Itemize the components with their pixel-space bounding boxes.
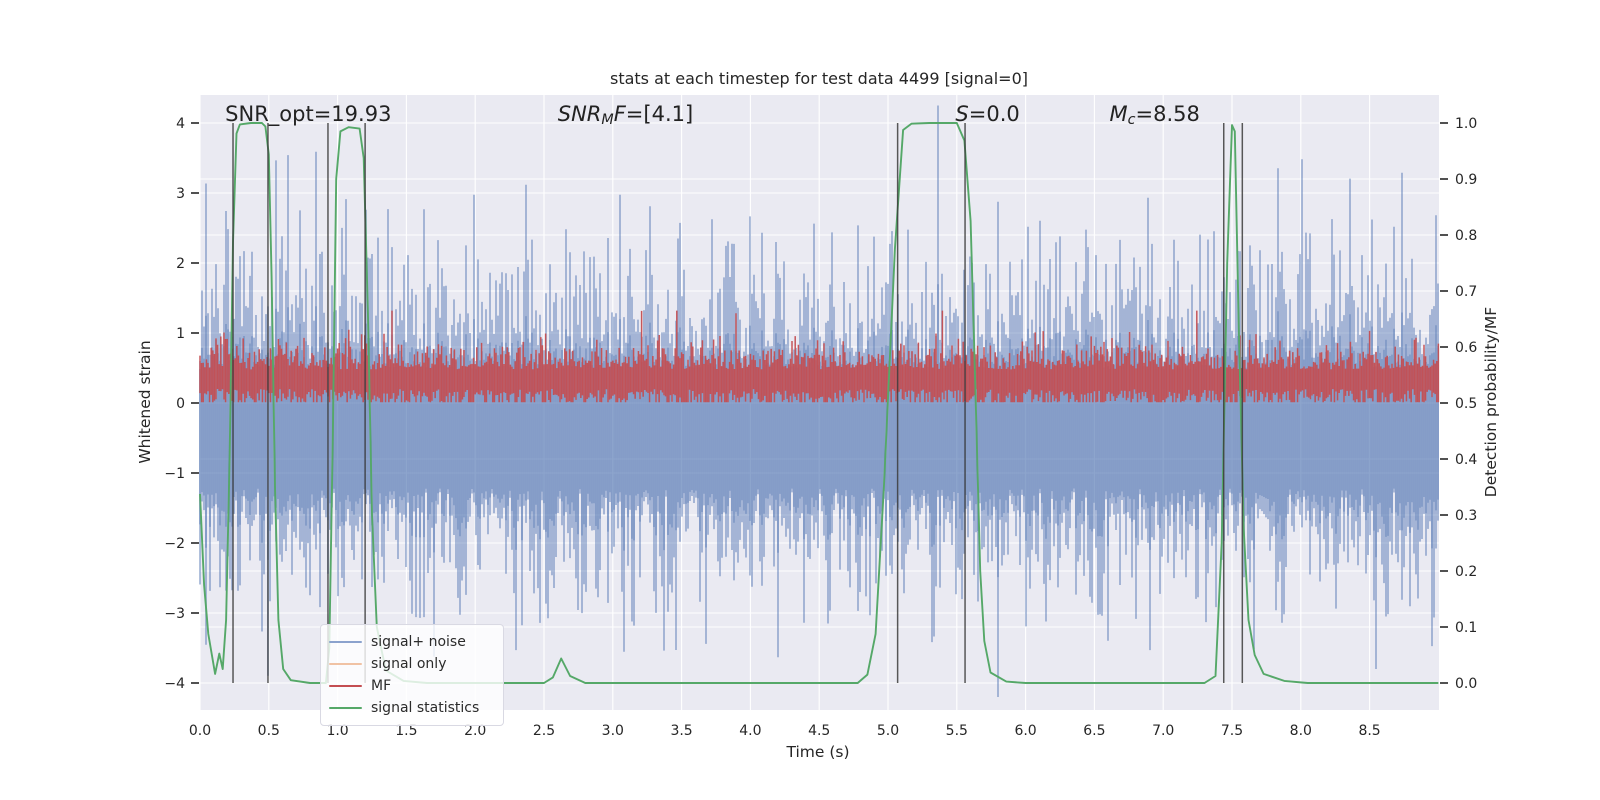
annotation-text: SNR_opt=19.93 xyxy=(225,102,392,126)
y-left-tick-label: −2 xyxy=(164,536,185,552)
x-axis-label: Time (s) xyxy=(785,743,849,761)
y-axis-label-right: Detection probability/MF xyxy=(1482,307,1500,498)
legend-line-swatch xyxy=(329,640,362,644)
y-right-tick-label: 0.7 xyxy=(1455,284,1477,300)
annotation-chirp-mass: Mc=8.58 xyxy=(1109,102,1200,129)
x-tick-label: 2.0 xyxy=(464,723,486,739)
legend-item-1: signal only xyxy=(329,653,493,675)
x-tick-label: 1.0 xyxy=(326,723,348,739)
y-right-tick-label: 0.4 xyxy=(1455,452,1477,468)
x-tick-label: 0.5 xyxy=(258,723,280,739)
y-right-tick-label: 0.6 xyxy=(1455,340,1477,356)
x-tick-label: 3.5 xyxy=(670,723,692,739)
x-tick-label: 4.5 xyxy=(808,723,830,739)
y-right-tick-label: 0.2 xyxy=(1455,564,1477,580)
y-right-tick-label: 0.0 xyxy=(1455,676,1477,692)
data-series xyxy=(199,105,1440,697)
x-tick-label: 7.5 xyxy=(1221,723,1243,739)
y-right-tick-label: 0.1 xyxy=(1455,620,1477,636)
annotation-text: c xyxy=(1127,112,1136,129)
event-marker-lines xyxy=(232,123,1244,683)
annotation-s-stat: S=0.0 xyxy=(955,102,1020,126)
annotation-text: M xyxy=(1109,102,1128,126)
x-tick-label: 6.5 xyxy=(1083,723,1105,739)
annotation-text: F xyxy=(613,102,626,126)
annotation-snr-mf: SNRMF=[4.1] xyxy=(557,102,694,129)
legend-item-2: MF xyxy=(329,675,493,697)
legend-label: signal only xyxy=(371,656,447,672)
x-tick-label: 5.5 xyxy=(946,723,968,739)
x-tick-label: 8.0 xyxy=(1290,723,1312,739)
y-left-tick-label: 0 xyxy=(176,396,185,412)
axis-tick-labels: −4 −3 −2 −1 0 1 2 3 4 0.0 0.1 0.2 0.3 0.4 0.5 0.6 0.7 0.8… xyxy=(164,116,1477,739)
x-tick-label: 7.0 xyxy=(1152,723,1174,739)
legend: signal+ noise signal only MF signal statist… xyxy=(320,624,504,726)
y-right-tick-label: 0.3 xyxy=(1455,508,1477,524)
y-axis-label-left: Whitened strain xyxy=(136,340,154,463)
x-tick-label: 3.0 xyxy=(602,723,624,739)
y-left-tick-label: 1 xyxy=(176,326,185,342)
legend-line-swatch xyxy=(329,684,362,688)
legend-line-swatch xyxy=(329,706,362,710)
legend-line-swatch xyxy=(329,662,362,666)
series-signal-statistics xyxy=(199,122,1439,684)
annotation-text: =[4.1] xyxy=(625,102,694,126)
axis-ticks xyxy=(191,122,1448,684)
legend-item-0: signal+ noise xyxy=(329,631,493,653)
annotation-text: =8.58 xyxy=(1135,102,1200,126)
x-tick-label: 1.5 xyxy=(395,723,417,739)
y-left-tick-label: 4 xyxy=(176,116,185,132)
annotation-text: S xyxy=(955,102,969,126)
x-tick-label: 5.0 xyxy=(877,723,899,739)
y-right-tick-label: 0.8 xyxy=(1455,228,1477,244)
y-left-tick-label: 2 xyxy=(176,256,185,272)
chart-title: stats at each timestep for test data 449… xyxy=(610,69,1028,88)
annotation-text: M xyxy=(601,112,614,129)
x-tick-label: 4.0 xyxy=(739,723,761,739)
y-right-tick-label: 1.0 xyxy=(1455,116,1477,132)
legend-label: signal+ noise xyxy=(371,634,466,650)
y-right-tick-label: 0.9 xyxy=(1455,172,1477,188)
y-left-tick-label: −1 xyxy=(164,466,185,482)
x-tick-label: 8.5 xyxy=(1358,723,1380,739)
y-left-tick-label: −4 xyxy=(164,676,185,692)
y-left-tick-label: 3 xyxy=(176,186,185,202)
y-right-tick-label: 0.5 xyxy=(1455,396,1477,412)
annotation-text: SNR xyxy=(557,102,602,126)
x-tick-label: 6.0 xyxy=(1014,723,1036,739)
legend-label: MF xyxy=(371,678,392,694)
annotation-snr-opt: SNR_opt=19.93 xyxy=(225,102,392,126)
x-tick-label: 2.5 xyxy=(533,723,555,739)
annotation-text: =0.0 xyxy=(968,102,1020,126)
x-tick-label: 0.0 xyxy=(189,723,211,739)
legend-item-3: signal statistics xyxy=(329,697,493,719)
legend-label: signal statistics xyxy=(371,700,480,716)
y-left-tick-label: −3 xyxy=(164,606,185,622)
